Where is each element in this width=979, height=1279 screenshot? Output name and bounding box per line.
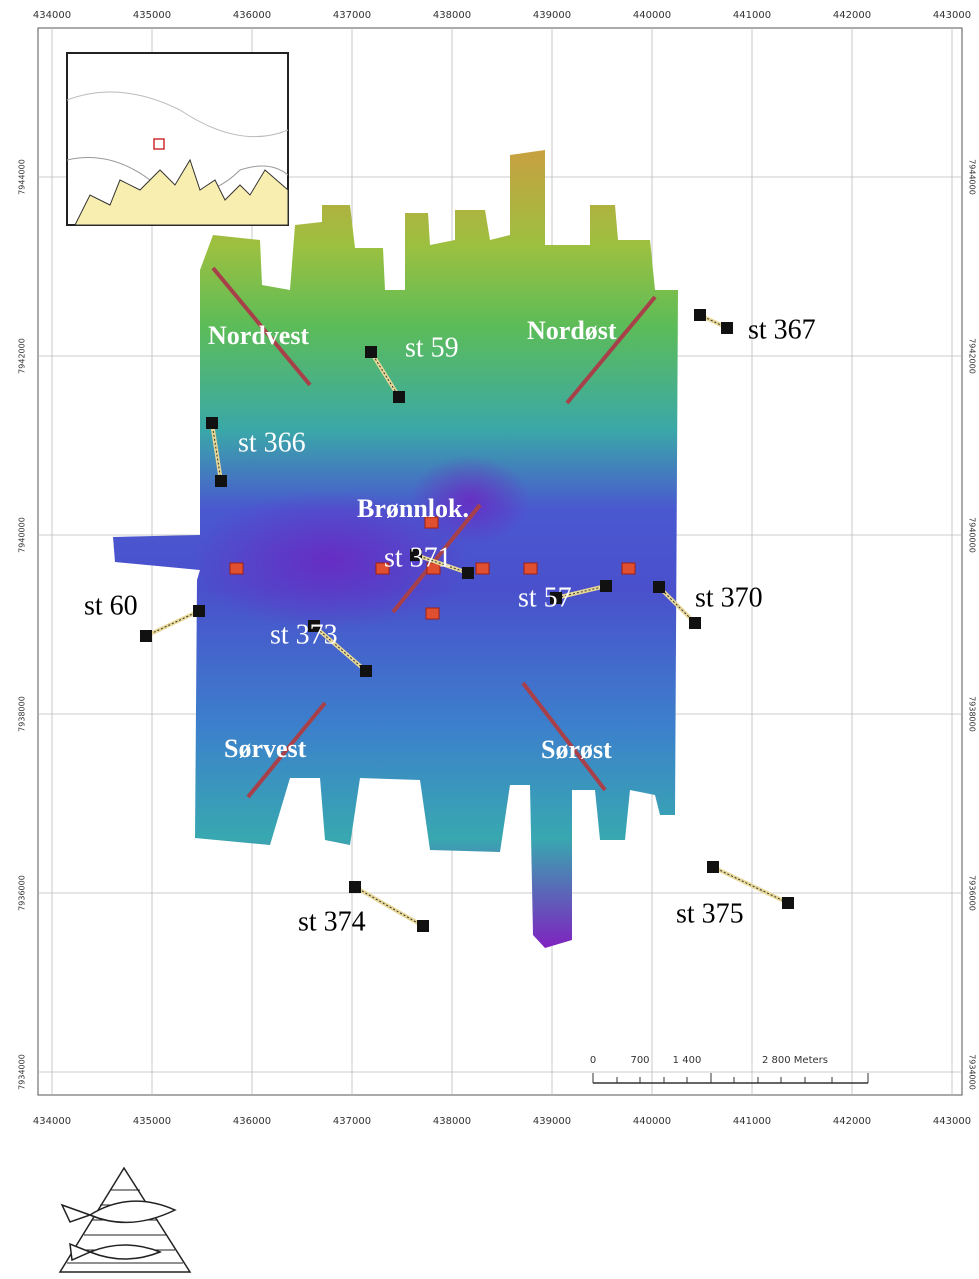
station-label: st 375 [676, 898, 744, 929]
y-coord-label: 7942000 [18, 338, 27, 374]
station-label: st 370 [695, 582, 763, 613]
station-point [600, 580, 612, 592]
station-point [393, 391, 405, 403]
x-coord-label: 443000 [933, 10, 971, 21]
station-point [707, 861, 719, 873]
x-coord-label: 437000 [333, 10, 371, 21]
station-point [215, 475, 227, 487]
x-coord-label: 435000 [133, 10, 171, 21]
y-coord-label: 7938000 [968, 696, 977, 732]
y-coord-label: 7936000 [18, 875, 27, 911]
x-coord-label: 441000 [733, 10, 771, 21]
x-coord-label: 436000 [233, 10, 271, 21]
area-label: Nordvest [208, 321, 309, 350]
station-label: st 367 [748, 314, 816, 345]
station-point [365, 346, 377, 358]
area-label: Brønnlok. [357, 494, 469, 523]
scale-label: 700 [630, 1055, 649, 1066]
area-label: Sørvest [224, 734, 307, 763]
station-label: st 57 [518, 582, 572, 613]
station-point [782, 897, 794, 909]
x-coord-label: 435000 [133, 1116, 171, 1127]
y-coord-label: 7944000 [18, 159, 27, 195]
station-point [349, 881, 361, 893]
station-label: st 373 [270, 619, 338, 650]
x-coord-label: 441000 [733, 1116, 771, 1127]
x-coord-label: 436000 [233, 1116, 271, 1127]
station-point [417, 920, 429, 932]
marker [476, 563, 489, 574]
x-coord-label: 434000 [33, 10, 71, 21]
y-coord-label: 7936000 [968, 875, 977, 911]
station-label: st 59 [405, 332, 459, 363]
station-point [721, 322, 733, 334]
marker [426, 608, 439, 619]
y-coord-label: 7942000 [968, 338, 977, 374]
station-point [140, 630, 152, 642]
x-coord-label: 438000 [433, 1116, 471, 1127]
inset-map [67, 53, 288, 225]
logo-fish [62, 1201, 175, 1222]
station-label: st 60 [84, 590, 138, 621]
station-point [653, 581, 665, 593]
map: 434000 434000 435000 435000 436000 436000 4370… [0, 0, 979, 1274]
y-coord-label: 7940000 [968, 517, 977, 553]
station-point [206, 417, 218, 429]
scale-label: 0 [590, 1055, 596, 1066]
x-coord-label: 439000 [533, 1116, 571, 1127]
x-coord-label: 443000 [933, 1116, 971, 1127]
y-coord-label: 7934000 [18, 1054, 27, 1090]
station-point [193, 605, 205, 617]
marker [230, 563, 243, 574]
station-point [360, 665, 372, 677]
logo [60, 1168, 190, 1272]
station-point [689, 617, 701, 629]
marker [622, 563, 635, 574]
scale-label: 1 400 [673, 1055, 702, 1066]
station-point [694, 309, 706, 321]
station-point [462, 567, 474, 579]
y-coord-label: 7940000 [18, 517, 27, 553]
x-coord-label: 442000 [833, 1116, 871, 1127]
y-coord-label: 7938000 [18, 696, 27, 732]
area-label: Sørøst [541, 735, 612, 764]
station-label: st 371 [384, 542, 452, 573]
area-label: Nordøst [527, 316, 617, 345]
marker [524, 563, 537, 574]
x-coord-label: 437000 [333, 1116, 371, 1127]
y-coord-label: 7934000 [968, 1054, 977, 1090]
x-coord-label: 440000 [633, 1116, 671, 1127]
y-coord-label: 7944000 [968, 159, 977, 195]
station-label: st 374 [298, 906, 366, 937]
station-label: st 366 [238, 427, 306, 458]
x-coord-label: 438000 [433, 10, 471, 21]
x-coord-label: 440000 [633, 10, 671, 21]
x-coord-label: 439000 [533, 10, 571, 21]
x-coord-label: 442000 [833, 10, 871, 21]
x-coord-label: 434000 [33, 1116, 71, 1127]
scale-label: 2 800 Meters [762, 1055, 828, 1066]
